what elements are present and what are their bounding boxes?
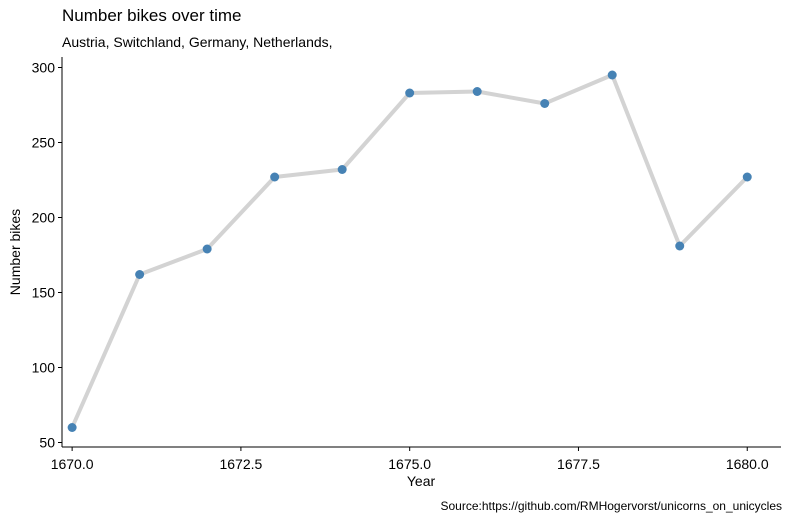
y-tick-label: 100 [32,360,56,376]
data-point [607,70,617,80]
y-tick-label: 250 [32,135,56,151]
data-point [675,241,685,251]
data-point [742,172,752,182]
chart-title: Number bikes over time [62,6,242,25]
series-points-group [67,70,752,432]
x-tick-label: 1672.5 [219,456,262,472]
y-tick-label: 300 [32,60,56,76]
data-point [337,165,347,174]
data-point [405,88,415,98]
x-axis-ticks: 1670.0 1672.5 1675.0 1677.5 1680.0 [51,447,769,472]
x-tick-label: 1677.5 [557,456,600,472]
x-axis-label: Year [406,473,436,489]
data-point [67,423,77,432]
data-point [270,172,280,182]
y-tick-label: 50 [39,435,55,451]
x-tick-label: 1670.0 [51,456,94,472]
data-point [202,244,212,254]
x-tick-label: 1675.0 [388,456,431,472]
data-point [472,87,482,96]
chart-subtitle: Austria, Switchland, Germany, Netherland… [62,34,333,50]
series-line [70,73,750,430]
y-tick-label: 200 [32,210,56,226]
y-axis-ticks: 50 100 150 200 250 300 [32,60,62,451]
chart-caption: Source:https://github.com/RMHogervorst/u… [440,499,783,513]
data-point [135,270,145,279]
series-line-group [70,73,750,430]
x-tick-label: 1680.0 [726,456,769,472]
data-point [540,99,550,108]
y-tick-label: 150 [32,285,56,301]
